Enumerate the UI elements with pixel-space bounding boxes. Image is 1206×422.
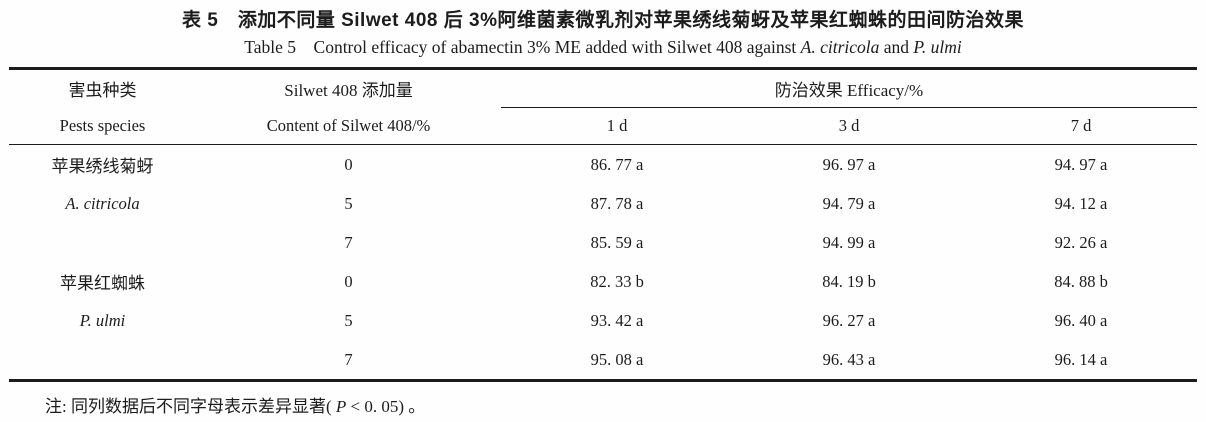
efficacy-7d-value: 94. 97 a — [1054, 154, 1108, 174]
footnote-p-symbol: P — [335, 397, 347, 416]
efficacy-3d-value: 96. 43 a — [822, 349, 876, 369]
efficacy-1d-value: 86. 77 a — [590, 154, 644, 174]
silwet-content-value: 5 — [344, 193, 353, 213]
footnote-suffix: < 0. 05) 。 — [346, 397, 426, 416]
footnote-prefix: 注: 同列数据后不同字母表示差异显著( — [45, 397, 336, 416]
efficacy-1d-value: 85. 59 a — [590, 232, 644, 252]
species-name-ulmi: P. ulmi — [913, 37, 962, 57]
efficacy-3d-value: 84. 19 b — [822, 271, 876, 291]
col-header-pests-zh: 害虫种类 — [68, 81, 137, 101]
efficacy-7d-value: 92. 26 a — [1054, 232, 1108, 252]
col-header-silwet-en: Content of Silwet 408/% — [196, 107, 501, 145]
header-row-2: Pests species Content of Silwet 408/% 1 … — [9, 107, 1197, 145]
efficacy-1d-value: 95. 08 a — [590, 349, 644, 369]
table-footnote: 注: 同列数据后不同字母表示差异显著( P < 0. 05) 。 — [45, 395, 1206, 419]
col-header-day1: 1 d — [501, 107, 733, 145]
col-header-silwet-zh: Silwet 408 添加量 — [284, 81, 413, 101]
pest-name-empty — [9, 340, 196, 381]
pest-name-zh: 苹果红蜘蛛 — [60, 274, 145, 293]
efficacy-table: 害虫种类 Silwet 408 添加量 防治效果 Efficacy/% Pest… — [9, 67, 1197, 382]
col-header-pests-en: Pests species — [9, 107, 196, 145]
silwet-content-value: 7 — [344, 232, 353, 252]
pest-name-empty — [9, 223, 196, 262]
table-title-en-prefix: Table 5 Control efficacy of abamectin 3%… — [244, 37, 801, 57]
pest-name-latin: A. citricola — [65, 193, 140, 213]
efficacy-3d-value: 96. 97 a — [822, 154, 876, 174]
species-name-citricola: A. citricola — [800, 37, 880, 57]
table-row: A. citricola 5 87. 78 a 94. 79 a 94. 12 … — [9, 184, 1197, 223]
header-row-1: 害虫种类 Silwet 408 添加量 防治效果 Efficacy/% — [9, 68, 1197, 108]
pest-name-zh: 苹果绣线菊蚜 — [51, 157, 154, 176]
table-row: 7 95. 08 a 96. 43 a 96. 14 a — [9, 340, 1197, 381]
silwet-content-value: 0 — [344, 271, 353, 291]
col-header-efficacy: 防治效果 Efficacy/% — [501, 68, 1197, 108]
table-title-en-and: and — [879, 37, 914, 57]
table-row: 苹果绣线菊蚜 0 86. 77 a 96. 97 a 94. 97 a — [9, 145, 1197, 185]
silwet-content-value: 5 — [344, 310, 353, 330]
table-row: P. ulmi 5 93. 42 a 96. 27 a 96. 40 a — [9, 301, 1197, 340]
pest-name-latin: P. ulmi — [79, 310, 126, 330]
silwet-content-value: 7 — [344, 349, 353, 369]
efficacy-7d-value: 96. 40 a — [1054, 310, 1108, 330]
efficacy-7d-value: 96. 14 a — [1054, 349, 1108, 369]
efficacy-3d-value: 96. 27 a — [822, 310, 876, 330]
efficacy-3d-value: 94. 99 a — [822, 232, 876, 252]
efficacy-1d-value: 82. 33 b — [590, 271, 644, 291]
efficacy-7d-value: 94. 12 a — [1054, 193, 1108, 213]
table-row: 苹果红蜘蛛 0 82. 33 b 84. 19 b 84. 88 b — [9, 262, 1197, 301]
col-header-day7: 7 d — [965, 107, 1197, 145]
efficacy-3d-value: 94. 79 a — [822, 193, 876, 213]
efficacy-1d-value: 87. 78 a — [590, 193, 644, 213]
table-title-en: Table 5 Control efficacy of abamectin 3%… — [0, 34, 1206, 61]
table-title-zh: 表 5 添加不同量 Silwet 408 后 3%阿维菌素微乳剂对苹果绣线菊蚜及… — [181, 10, 1025, 31]
col-header-day3: 3 d — [733, 107, 965, 145]
table-row: 7 85. 59 a 94. 99 a 92. 26 a — [9, 223, 1197, 262]
silwet-content-value: 0 — [344, 154, 353, 174]
efficacy-7d-value: 84. 88 b — [1054, 271, 1108, 291]
efficacy-1d-value: 93. 42 a — [590, 310, 644, 330]
